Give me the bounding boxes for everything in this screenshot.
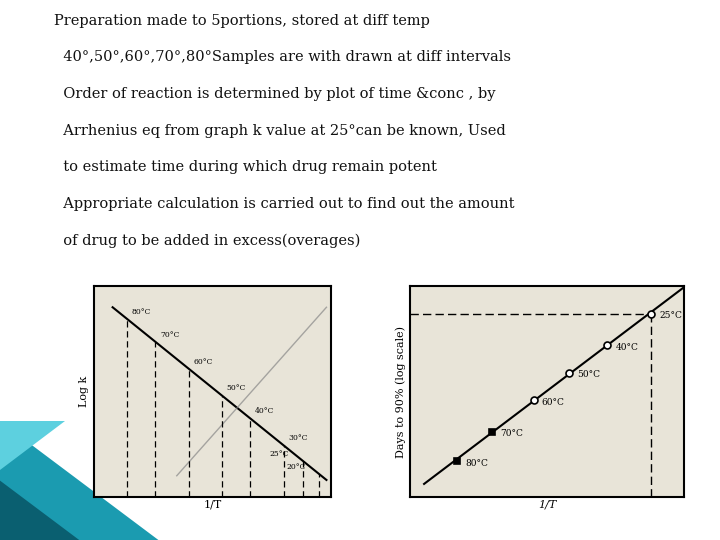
X-axis label: 1/T: 1/T bbox=[538, 500, 557, 510]
Text: 30°C: 30°C bbox=[289, 434, 308, 442]
Text: 20°C: 20°C bbox=[286, 463, 305, 471]
Text: to estimate time during which drug remain potent: to estimate time during which drug remai… bbox=[54, 160, 437, 174]
Text: 60°C: 60°C bbox=[541, 397, 564, 407]
Text: 50°C: 50°C bbox=[227, 384, 246, 393]
Text: Arrhenius eq from graph k value at 25°can be known, Used: Arrhenius eq from graph k value at 25°ca… bbox=[54, 124, 505, 138]
Text: 80°C: 80°C bbox=[132, 308, 151, 315]
Text: 40°C: 40°C bbox=[616, 343, 639, 352]
Text: 60°C: 60°C bbox=[194, 357, 213, 366]
Text: 70°C: 70°C bbox=[160, 330, 179, 339]
Text: of drug to be added in excess(overages): of drug to be added in excess(overages) bbox=[54, 234, 361, 248]
Text: Preparation made to 5portions, stored at diff temp: Preparation made to 5portions, stored at… bbox=[54, 14, 430, 28]
Polygon shape bbox=[0, 421, 158, 540]
Text: 40°C: 40°C bbox=[255, 407, 274, 415]
Polygon shape bbox=[0, 481, 79, 540]
Text: Order of reaction is determined by plot of time &conc , by: Order of reaction is determined by plot … bbox=[54, 87, 495, 101]
X-axis label: 1/T: 1/T bbox=[203, 500, 222, 510]
Polygon shape bbox=[0, 421, 65, 470]
Text: 80°C: 80°C bbox=[465, 458, 488, 468]
Text: 25°C: 25°C bbox=[660, 311, 683, 320]
Text: 25°C: 25°C bbox=[269, 450, 289, 457]
Text: 40°,50°,60°,70°,80°Samples are with drawn at diff intervals: 40°,50°,60°,70°,80°Samples are with draw… bbox=[54, 50, 511, 64]
Y-axis label: Days to 90% (log scale): Days to 90% (log scale) bbox=[396, 326, 406, 457]
Y-axis label: Log k: Log k bbox=[79, 376, 89, 407]
Text: Appropriate calculation is carried out to find out the amount: Appropriate calculation is carried out t… bbox=[54, 197, 515, 211]
Text: 50°C: 50°C bbox=[577, 370, 600, 379]
Text: 70°C: 70°C bbox=[500, 429, 523, 438]
